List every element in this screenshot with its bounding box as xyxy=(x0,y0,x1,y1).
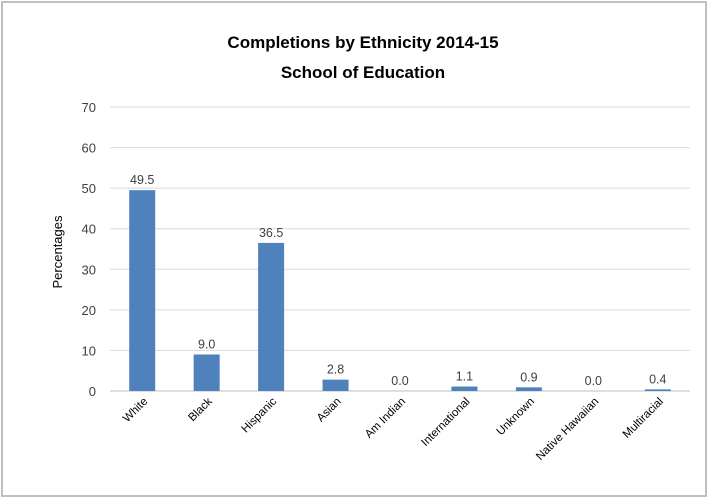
y-tick-label: 30 xyxy=(82,262,96,277)
data-label: 9.0 xyxy=(198,337,215,351)
y-axis-label: Percentages xyxy=(50,215,65,288)
data-label: 0.0 xyxy=(391,374,408,388)
x-tick-label: Hispanic xyxy=(240,395,280,435)
data-label: 0.9 xyxy=(520,370,537,384)
x-tick-label: Am Indian xyxy=(363,396,408,441)
x-tick-label: Unknown xyxy=(495,396,537,438)
chart-title: Completions by Ethnicity 2014-15 xyxy=(227,33,498,52)
bar-multiracial xyxy=(644,389,671,391)
x-axis-categories: White Black Hispanic Asian Am Indian Internat… xyxy=(121,395,666,462)
x-tick-label: White xyxy=(121,396,150,425)
bar-unknown xyxy=(515,387,542,391)
bars xyxy=(129,190,671,391)
y-tick-label: 70 xyxy=(82,100,96,115)
y-tick-label: 50 xyxy=(82,181,96,196)
data-label: 36.5 xyxy=(259,226,283,240)
x-tick-label: Black xyxy=(186,395,215,424)
data-labels: 49.5 9.0 36.5 2.8 0.0 1.1 0.9 0.0 0.4 xyxy=(130,173,666,388)
bar-white xyxy=(129,190,156,391)
x-tick-label: International xyxy=(419,396,472,449)
bar-hispanic xyxy=(258,242,285,391)
y-tick-label: 10 xyxy=(82,343,96,358)
bar-black xyxy=(193,354,220,391)
x-tick-label: Native Hawaiian xyxy=(534,396,601,463)
x-tick-label: Multiracial xyxy=(621,396,666,441)
y-tick-label: 60 xyxy=(82,141,96,156)
y-tick-label: 0 xyxy=(89,384,96,399)
data-label: 2.8 xyxy=(327,363,344,377)
chart-subtitle: School of Education xyxy=(281,63,445,82)
bar-international xyxy=(451,386,478,391)
x-tick-label: Asian xyxy=(315,396,344,425)
y-axis-ticks: 0 10 20 30 40 50 60 70 xyxy=(82,100,96,399)
bar-asian xyxy=(322,379,349,391)
y-tick-label: 40 xyxy=(82,222,96,237)
data-label: 1.1 xyxy=(456,370,473,384)
y-tick-label: 20 xyxy=(82,303,96,318)
data-label: 49.5 xyxy=(130,173,154,187)
data-label: 0.4 xyxy=(649,372,666,386)
data-label: 0.0 xyxy=(585,374,602,388)
